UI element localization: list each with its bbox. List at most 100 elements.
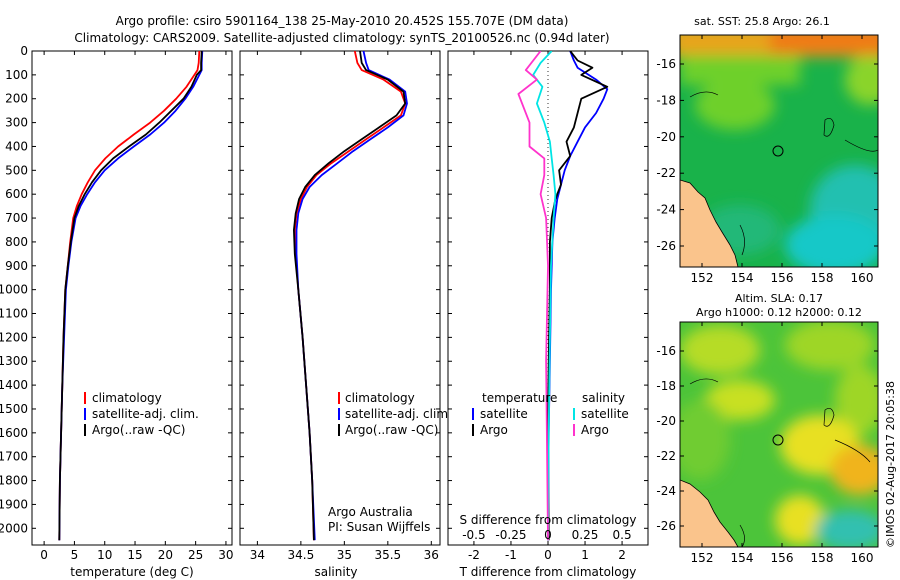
sst-island-contour [823, 118, 835, 137]
legend-s-argo-label: Argo [581, 423, 609, 437]
salinity-axes-box [239, 50, 441, 546]
map-x-tick-label: 160 [851, 551, 874, 565]
x-tick-label: 15 [127, 548, 142, 562]
y-tick-label: 1100 [0, 307, 28, 321]
x-tick-label: 0 [544, 548, 552, 562]
x-tick-label: 20 [158, 548, 173, 562]
x-tick-label: 1 [581, 548, 589, 562]
salinity-scale-label: -0.25 [495, 528, 526, 542]
y-tick-label: 1500 [0, 402, 28, 416]
sst-map-ticks: 152 154 156 158 160 -16 -18 -20 -22 -24 -26 [656, 35, 878, 285]
difference-lines [517, 51, 609, 541]
x-tick-label: 5 [71, 548, 79, 562]
y-tick-label: 2000 [0, 521, 28, 535]
x-tick-label: 30 [218, 548, 233, 562]
map-y-tick-label: -20 [656, 130, 676, 144]
salinity-ticks: 34 34.5 35 35.5 36 [240, 50, 440, 562]
y-tick-label: 1800 [0, 474, 28, 488]
sla-coastline-land [680, 479, 739, 547]
map-y-tick-label: -22 [656, 166, 676, 180]
sst-ridge-contour [844, 139, 878, 152]
map-y-tick-label: -18 [656, 379, 676, 393]
legend-satellite-label: satellite-adj. clim. [92, 407, 199, 421]
y-tick-label: 1700 [0, 450, 28, 464]
map-y-tick-label: -16 [656, 57, 676, 71]
map-y-tick-label: -16 [656, 344, 676, 358]
salinity-scale-label: 0.25 [572, 528, 599, 542]
x-tick-label: 35.5 [374, 548, 401, 562]
x-tick-label: -2 [468, 548, 480, 562]
y-tick-label: 700 [5, 211, 28, 225]
y-tick-label: 500 [5, 163, 28, 177]
map-y-tick-label: -26 [656, 239, 676, 253]
map-y-tick-label: -24 [656, 203, 676, 217]
difference-legend: temperature salinity satellite Argo sate… [472, 391, 629, 437]
sst-reef-contour [689, 91, 719, 98]
y-tick-label: 1900 [0, 497, 28, 511]
salinity-scale-label: -0.5 [462, 528, 485, 542]
x-tick-label: 10 [97, 548, 112, 562]
y-tick-label: 0 [20, 44, 28, 58]
map-x-tick-label: 156 [771, 551, 794, 565]
y-tick-label: 1000 [0, 283, 28, 297]
salinity-legend: climatology satellite-adj. clim. Argo(..… [338, 391, 452, 437]
series-line-argo-raw-qc- [292, 51, 407, 541]
sla-argo-location-marker [772, 434, 784, 446]
sla-shelf-contour [739, 524, 745, 547]
salinity-scale-label: 0 [544, 528, 552, 542]
map-y-tick-label: -22 [656, 449, 676, 463]
y-tick-label: 800 [5, 235, 28, 249]
salinity-lines [292, 51, 408, 541]
series-line-s-argo [517, 51, 549, 541]
y-tick-label: 1300 [0, 354, 28, 368]
difference-salinity-scale: -0.5 -0.25 0 0.25 0.5 [462, 528, 631, 542]
x-tick-label: 34 [250, 548, 265, 562]
sst-coastline-land [680, 179, 739, 267]
temperature-panel: 0 5 10 15 20 25 300100200300400500600700800900… [0, 44, 234, 579]
x-tick-label: 25 [188, 548, 203, 562]
legend-argo-label: Argo(..raw -QC) [92, 423, 185, 437]
sst-argo-location-marker [772, 145, 784, 157]
difference-panel: -2 -1 0 1 2 temperature salinity satellite A… [447, 50, 649, 579]
x-tick-label: 35 [337, 548, 352, 562]
y-tick-label: 1400 [0, 378, 28, 392]
map-y-tick-label: -20 [656, 414, 676, 428]
map-x-tick-label: 158 [811, 271, 834, 285]
map-x-tick-label: 152 [691, 551, 714, 565]
legend-temperature-header: temperature [482, 391, 557, 405]
y-tick-label: 300 [5, 116, 28, 130]
salinity-annotation-line2: PI: Susan Wijffels [328, 520, 430, 534]
map-y-tick-label: -26 [656, 519, 676, 533]
temperature-legend: climatology satellite-adj. clim. Argo(..… [84, 391, 199, 437]
series-line-argo-raw-qc- [58, 51, 203, 541]
header-line2: Climatology: CARS2009. Satellite-adjuste… [74, 31, 609, 45]
map-x-tick-label: 154 [731, 271, 754, 285]
sst-field-shading [680, 35, 878, 267]
sla-reef-contour [689, 378, 719, 385]
y-tick-label: 1600 [0, 426, 28, 440]
sla-map-frame [679, 321, 879, 548]
sla-island-contour [823, 408, 835, 427]
legend-t-satellite-label: satellite [480, 407, 528, 421]
difference-xlabel: T difference from climatology [459, 565, 637, 579]
salinity-annotation-line1: Argo Australia [328, 505, 413, 519]
sla-map-title2: Argo h1000: 0.12 h2000: 0.12 [696, 306, 862, 319]
sst-map-title: sat. SST: 25.8 Argo: 26.1 [694, 15, 830, 28]
salinity-panel: 34 34.5 35 35.5 36 climatology satellite-adj… [239, 50, 452, 579]
y-tick-label: 1200 [0, 330, 28, 344]
map-x-tick-label: 160 [851, 271, 874, 285]
x-tick-label: 36 [424, 548, 439, 562]
difference-ticks: -2 -1 0 1 2 [448, 50, 648, 562]
header-line1: Argo profile: csiro 5901164_138 25-May-2… [116, 14, 569, 28]
y-tick-label: 200 [5, 92, 28, 106]
y-tick-label: 400 [5, 139, 28, 153]
y-tick-label: 100 [5, 68, 28, 82]
map-x-tick-label: 156 [771, 271, 794, 285]
map-x-tick-label: 154 [731, 551, 754, 565]
temperature-xlabel: temperature (deg C) [70, 565, 193, 579]
temperature-lines [58, 51, 204, 541]
sst-shelf-contour [739, 224, 745, 256]
salinity-scale-label: 0.5 [613, 528, 632, 542]
legend-t-argo-label: Argo [480, 423, 508, 437]
